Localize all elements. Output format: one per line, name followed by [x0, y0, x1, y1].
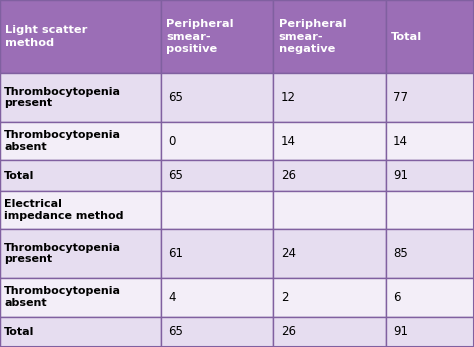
Text: Light scatter
method: Light scatter method — [5, 25, 88, 48]
Bar — [161, 316, 273, 347]
Bar — [0, 122, 161, 160]
Bar — [386, 316, 474, 347]
Text: 4: 4 — [168, 291, 176, 304]
Bar — [386, 191, 474, 229]
Text: Thrombocytopenia
present: Thrombocytopenia present — [4, 243, 121, 264]
Bar — [161, 73, 273, 122]
Text: 65: 65 — [168, 325, 183, 338]
Bar — [161, 229, 273, 278]
Text: 91: 91 — [393, 169, 408, 182]
Bar — [273, 73, 386, 122]
Bar — [0, 316, 161, 347]
Text: 91: 91 — [393, 325, 408, 338]
Bar — [386, 122, 474, 160]
Bar — [0, 278, 161, 316]
Bar — [0, 73, 161, 122]
Text: 6: 6 — [393, 291, 401, 304]
Bar — [273, 316, 386, 347]
Bar — [161, 278, 273, 316]
Bar — [161, 122, 273, 160]
Text: 26: 26 — [281, 325, 296, 338]
Bar — [273, 229, 386, 278]
Text: 65: 65 — [168, 91, 183, 104]
Text: 61: 61 — [168, 247, 183, 260]
Text: 26: 26 — [281, 169, 296, 182]
Text: Thrombocytopenia
present: Thrombocytopenia present — [4, 87, 121, 108]
Bar — [0, 160, 161, 191]
Text: 14: 14 — [281, 135, 296, 147]
Bar — [0, 229, 161, 278]
Text: 85: 85 — [393, 247, 408, 260]
Text: Total: Total — [4, 170, 35, 180]
Bar — [273, 122, 386, 160]
Text: 24: 24 — [281, 247, 296, 260]
Bar — [161, 0, 273, 73]
Text: Total: Total — [391, 32, 422, 42]
Text: Thrombocytopenia
absent: Thrombocytopenia absent — [4, 287, 121, 308]
Bar — [0, 0, 161, 73]
Bar — [0, 191, 161, 229]
Text: 2: 2 — [281, 291, 288, 304]
Bar — [386, 73, 474, 122]
Bar — [273, 160, 386, 191]
Bar — [273, 191, 386, 229]
Bar — [386, 278, 474, 316]
Text: Peripheral
smear-
negative: Peripheral smear- negative — [279, 19, 346, 54]
Bar — [161, 191, 273, 229]
Text: 14: 14 — [393, 135, 408, 147]
Text: Thrombocytopenia
absent: Thrombocytopenia absent — [4, 130, 121, 152]
Text: 0: 0 — [168, 135, 176, 147]
Bar — [386, 160, 474, 191]
Bar — [273, 278, 386, 316]
Text: 12: 12 — [281, 91, 296, 104]
Text: 65: 65 — [168, 169, 183, 182]
Text: Total: Total — [4, 327, 35, 337]
Text: Peripheral
smear-
positive: Peripheral smear- positive — [166, 19, 234, 54]
Text: Electrical
impedance method: Electrical impedance method — [4, 199, 124, 221]
Bar — [273, 0, 386, 73]
Bar — [161, 160, 273, 191]
Bar — [386, 0, 474, 73]
Bar — [386, 229, 474, 278]
Text: 77: 77 — [393, 91, 408, 104]
